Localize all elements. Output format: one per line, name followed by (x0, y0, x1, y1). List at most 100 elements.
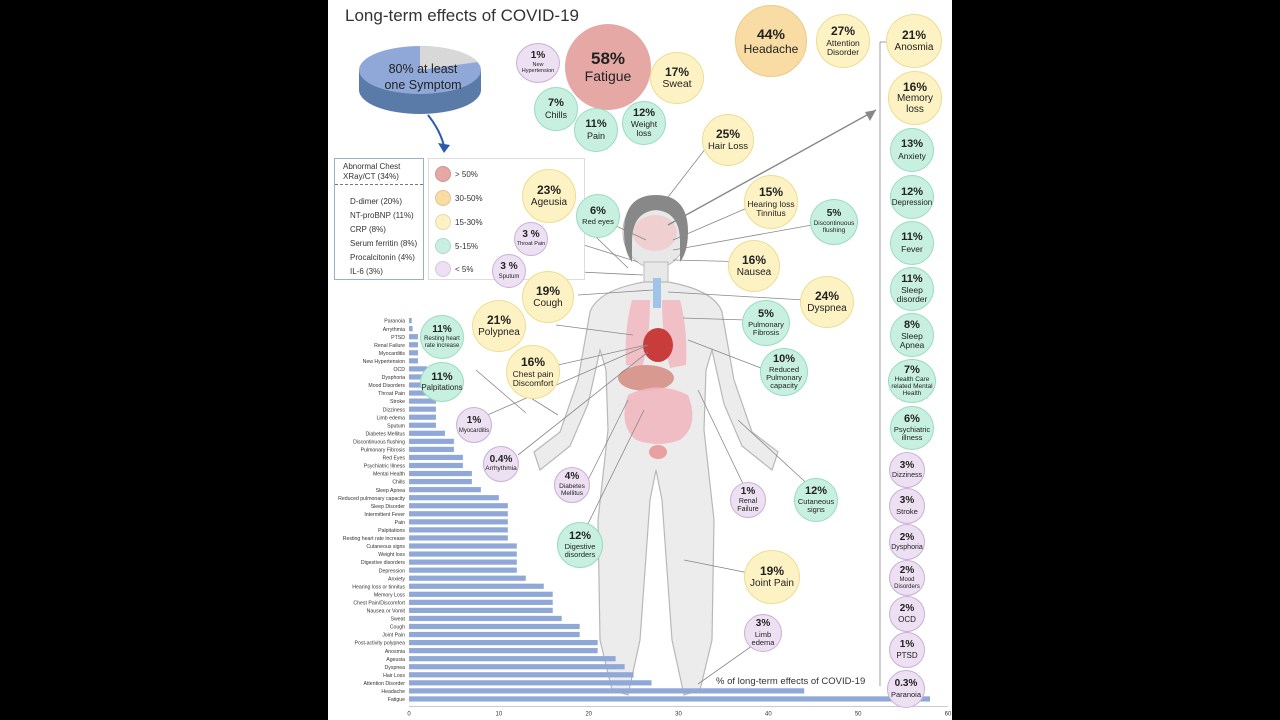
bubble-pct: 2% (899, 531, 915, 543)
bubble-label: Palpitations (421, 383, 463, 393)
legend-item: 30-50% (435, 190, 483, 206)
bubble-label: Pulmonary Fibrosis (748, 320, 784, 338)
bubble-pct: 1% (899, 639, 915, 651)
legend-label: < 5% (455, 264, 474, 274)
bar (409, 326, 413, 332)
bubble-sleep-apnea: 8% Sleep Apnea (890, 313, 934, 357)
bubble-label: Paranoia (890, 689, 922, 699)
bubble-pct: 0.4% (489, 453, 513, 465)
chart-axis-title: % of long-term effects of COVID-19 (716, 676, 866, 687)
bubble-pct: 44% (756, 25, 786, 42)
bar (409, 543, 517, 549)
bar-category-label: Cough (390, 625, 405, 631)
bar (409, 350, 418, 356)
bar (409, 583, 544, 589)
bar-category-label: Hearing loss or tinnitus (352, 584, 405, 590)
bubble-myocarditis: 1% Myocarditis (456, 407, 492, 443)
bubble-label: Sputum (498, 273, 520, 280)
bubble-pct: 11% (431, 370, 453, 383)
bubble-label: Cough (533, 297, 563, 309)
bar (409, 519, 508, 525)
bar-category-label: Mood Disorders (368, 383, 405, 389)
legend-item: 15-30% (435, 214, 483, 230)
bubble-chills: 7% Chills (534, 87, 578, 131)
bar (409, 599, 553, 605)
bar (409, 374, 427, 380)
bar (409, 342, 418, 348)
bubble-pct: 13% (900, 138, 924, 151)
bar (409, 438, 454, 444)
bubble-discontinuous-flushing: 5% Discontinuous flushing (810, 199, 858, 245)
bar-category-label: Resting heart rate increase (343, 536, 405, 542)
bubble-stroke: 3% Stroke (889, 488, 925, 524)
bar-category-label: New Hypertension (363, 359, 405, 365)
bar-category-label: Chills (392, 480, 405, 486)
bar (409, 527, 508, 533)
bar (409, 422, 436, 428)
bubble-label: Myocarditis (458, 427, 490, 434)
bar-category-label: Pulmonary Fibrosis (361, 448, 406, 454)
bar-category-label: Headache (381, 689, 405, 695)
bubble-hearing-loss-tinnitus: 15% Hearing loss Tinnitus (744, 175, 798, 229)
bubble-pct: 16% (520, 355, 546, 370)
biomarker-item: Serum ferritin (8%) (350, 239, 418, 248)
infographic-panel: Paranoia Arrythmia PTSD Renal Failure Myocar… (328, 0, 952, 720)
pie-label-line2: one Symptom (384, 77, 462, 92)
bubble-label: Weight loss (630, 119, 658, 139)
bubble-pct: 3% (899, 459, 915, 471)
bubble-pain: 11% Pain (574, 108, 618, 152)
bubble-ageusia: 23% Ageusia (522, 169, 576, 223)
bar (409, 648, 598, 654)
bar-category-label: Post-activity polypnea (355, 641, 406, 647)
bar (409, 696, 931, 702)
bubble-pct: 7% (548, 97, 564, 109)
bubble-pct: 25% (715, 127, 741, 142)
bar (409, 511, 508, 517)
bar-category-label: Dyspnea (385, 665, 406, 671)
bubble-dysphoria: 2% Dysphoria (889, 524, 925, 560)
bar-category-label: Psychiatric Illness (364, 464, 406, 470)
bar (409, 358, 418, 364)
bubble-label: Hearing loss Tinnitus (747, 198, 795, 218)
bubble-label: Headache (743, 41, 799, 56)
bar-category-label: Depression (379, 568, 405, 574)
bubble-pct: 21% (486, 312, 512, 327)
legend-swatch-orange (435, 190, 451, 206)
bubble-label: Depression (891, 198, 933, 208)
bar-category-label: Intermittent Fever (364, 512, 405, 518)
bar-category-label: Sputum (387, 423, 405, 429)
bubble-pct: 17% (664, 64, 690, 79)
bubble-pct: 5% (826, 208, 842, 220)
bar (409, 479, 472, 485)
bar-category-label: Attention Disorder (363, 681, 405, 687)
bar-category-label: Limb edema (376, 415, 405, 421)
bar-category-label: Nausea or Vomit (367, 609, 406, 615)
bubble-headache: 44% Headache (735, 5, 807, 77)
legend-label: 5-15% (455, 241, 479, 251)
bar-category-label: Stroke (390, 399, 405, 405)
bar-category-label: Anxiety (388, 576, 405, 582)
bubble-memory-loss: 16% Memory loss (888, 71, 942, 125)
bar (409, 559, 517, 565)
bar (409, 414, 436, 420)
bar (409, 688, 805, 694)
bubble-pct: 27% (830, 24, 856, 39)
bubble-limb-edema: 3% Limb edema (744, 614, 782, 652)
bubble-sleep-disorder: 11% Sleep disorder (890, 267, 934, 311)
bubble-pct: 3 % (500, 261, 518, 273)
bubble-pct: 7% (904, 363, 920, 376)
bubble-reduced-pulmonary-capacity: 10% Reduced Pulmonary capacity (760, 348, 808, 396)
bubble-label: Sweat (662, 78, 692, 91)
bar-category-label: Ageusia (386, 657, 405, 663)
bar (409, 623, 580, 630)
bubble-renal-failure: 1% Renal Failure (730, 482, 766, 518)
bar-category-label: Sleep Apnea (376, 488, 406, 494)
bubble-dizziness: 3% Dizziness (889, 452, 925, 488)
bubble-weight-loss: 12% Weight loss (622, 101, 666, 145)
bubble-pct: 23% (536, 182, 562, 197)
bubble-pct: 24% (814, 288, 840, 303)
bubble-pct: 19% (759, 563, 785, 578)
bubble-pct: 10% (772, 352, 796, 365)
biomarker-item: Procalcitonin (4%) (350, 253, 415, 262)
legend-swatch-green (435, 238, 451, 254)
